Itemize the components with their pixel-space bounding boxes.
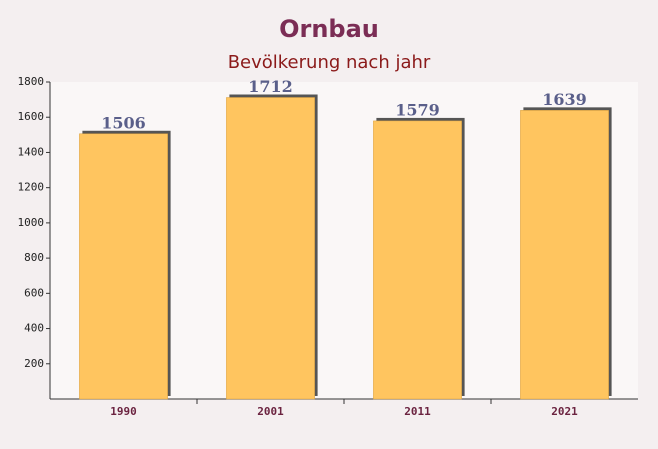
y-tick-label: 1800 [18, 75, 45, 88]
x-tick-label: 1990 [110, 405, 137, 418]
x-tick-label: 2011 [404, 405, 431, 418]
value-label: 1579 [395, 100, 440, 119]
y-tick-label: 1400 [18, 145, 45, 158]
bar [79, 133, 168, 400]
y-tick-label: 1600 [18, 110, 45, 123]
x-tick-label: 2001 [257, 405, 284, 418]
y-tick-label: 1000 [18, 216, 45, 229]
bar [373, 120, 462, 400]
value-label: 1506 [101, 113, 146, 132]
y-tick-label: 400 [24, 322, 44, 335]
chart-title: Ornbau [279, 15, 379, 43]
bar [226, 97, 315, 400]
value-label: 1639 [542, 90, 587, 109]
x-tick-label: 2021 [551, 405, 578, 418]
y-tick-label: 1200 [18, 181, 45, 194]
value-label: 1712 [248, 77, 293, 96]
y-tick-label: 800 [24, 251, 44, 264]
chart-subtitle: Bevölkerung nach jahr [228, 52, 431, 73]
y-tick-label: 600 [24, 286, 44, 299]
bar [520, 110, 609, 400]
y-tick-label: 200 [24, 357, 44, 370]
